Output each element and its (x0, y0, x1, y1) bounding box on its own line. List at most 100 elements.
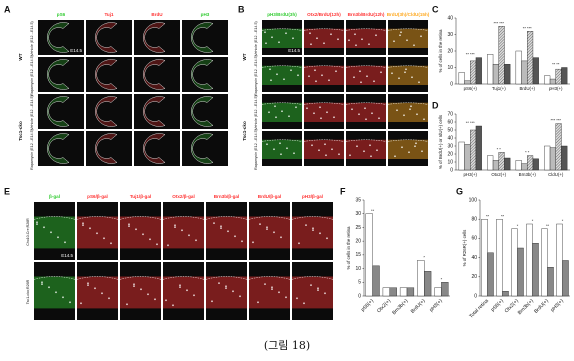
tissue-band (262, 139, 302, 159)
bar (458, 141, 465, 171)
micrograph (38, 57, 84, 92)
cell-dot (338, 153, 340, 156)
tissue-boundary (261, 65, 303, 68)
micrograph (346, 94, 386, 129)
y-tick-label: 70 (447, 111, 453, 117)
tissue-boundary (303, 102, 345, 105)
y-tick-label: 20 (355, 238, 361, 244)
micrograph (292, 262, 333, 320)
tissue-boundary (303, 65, 345, 68)
bar (549, 78, 556, 85)
cell-dot (321, 74, 323, 77)
bar (555, 123, 562, 171)
micrograph (163, 202, 204, 260)
tissue-boundary (162, 276, 205, 280)
group-label: WT (18, 53, 23, 60)
micrograph (206, 262, 247, 320)
y-tick-label: 30 (355, 211, 361, 217)
cell-dot (220, 227, 222, 230)
column-header: pH3 (201, 12, 210, 17)
bar (487, 155, 494, 171)
bar (532, 158, 539, 171)
cell-dot (266, 228, 268, 231)
tissue-band (346, 28, 386, 48)
tissue-band (292, 216, 333, 249)
column-header: Tuj1/β-gal (130, 194, 151, 199)
x-tick-label: BrdU(+) (410, 298, 427, 315)
cell-dot (312, 229, 314, 232)
cell-dot (87, 282, 89, 285)
cell-dot (323, 42, 325, 45)
cell-dot (264, 283, 266, 285)
y-axis-label: % of BrdU(+) or IdU(+) cells (438, 114, 443, 169)
bar (527, 155, 534, 171)
micrograph (182, 94, 228, 129)
bar (492, 160, 499, 171)
cell-dot (363, 150, 365, 153)
x-tick-label: pH3(+) (550, 298, 565, 313)
caption: (그림 18) (264, 339, 310, 352)
cell-dot (87, 284, 89, 286)
micrograph (262, 20, 302, 55)
cell-dot (174, 226, 176, 229)
row-label: Chx10-Cre;R26R (26, 218, 30, 246)
cell-dot (310, 284, 312, 286)
y-tick-label: 80 (471, 217, 477, 223)
cell-dot (418, 81, 420, 84)
bar (492, 63, 499, 85)
y-tick-label: 0 (450, 81, 453, 87)
micrograph (38, 131, 84, 166)
x-tick-label: Tuj1(+) (492, 86, 506, 91)
tissue-band (77, 276, 118, 309)
cell-dot (290, 69, 292, 72)
cell-dot (82, 222, 84, 225)
x-tick-label: pH3(+) (463, 172, 477, 177)
cell-dot (296, 297, 298, 300)
cell-dot (48, 286, 50, 289)
tissue-boundary (76, 276, 119, 280)
tissue-band (304, 65, 344, 85)
tissue-boundary (345, 102, 387, 105)
bar (504, 157, 511, 171)
significance: ** (501, 213, 505, 218)
cell-dot (135, 228, 137, 231)
tissue-boundary (387, 28, 429, 31)
bar (441, 282, 449, 297)
cell-dot (393, 40, 395, 43)
stage-label: E14.5 (70, 48, 82, 53)
cell-dot (154, 298, 156, 301)
group-label: Tsc1-cko (18, 121, 23, 141)
cell-dot (285, 32, 287, 35)
y-tick-label: 40 (471, 255, 477, 261)
cell-dot (375, 34, 377, 37)
bar (487, 252, 494, 297)
bar (532, 57, 539, 85)
cell-dot (280, 236, 282, 239)
x-tick-label: BrdU(+) (533, 298, 550, 315)
cell-dot (133, 285, 135, 287)
cell-dot (55, 291, 57, 294)
retina-outline (47, 133, 70, 164)
cell-dot (271, 36, 273, 39)
cell-dot (156, 243, 158, 246)
tissue-boundary (261, 139, 303, 142)
micrograph (292, 202, 333, 260)
cell-dot (326, 237, 328, 240)
retina-outline (143, 133, 166, 164)
x-tick-label: Brn3b(+) (391, 298, 409, 316)
tissue-band (34, 276, 75, 309)
row-label: Rapamycin (E12→E14.5) (254, 55, 258, 96)
y-tick-label: 10 (355, 266, 361, 272)
retina-outline (47, 96, 70, 127)
cell-dot (232, 290, 234, 293)
micrograph (388, 57, 428, 92)
tissue-band (163, 276, 204, 309)
y-tick-label: 15 (355, 252, 361, 258)
micrograph (346, 131, 386, 166)
cell-dot (369, 144, 371, 147)
row-label: Vehicle (E12→E14.5) (254, 95, 258, 129)
micrograph (134, 94, 180, 129)
tissue-boundary (345, 65, 387, 68)
